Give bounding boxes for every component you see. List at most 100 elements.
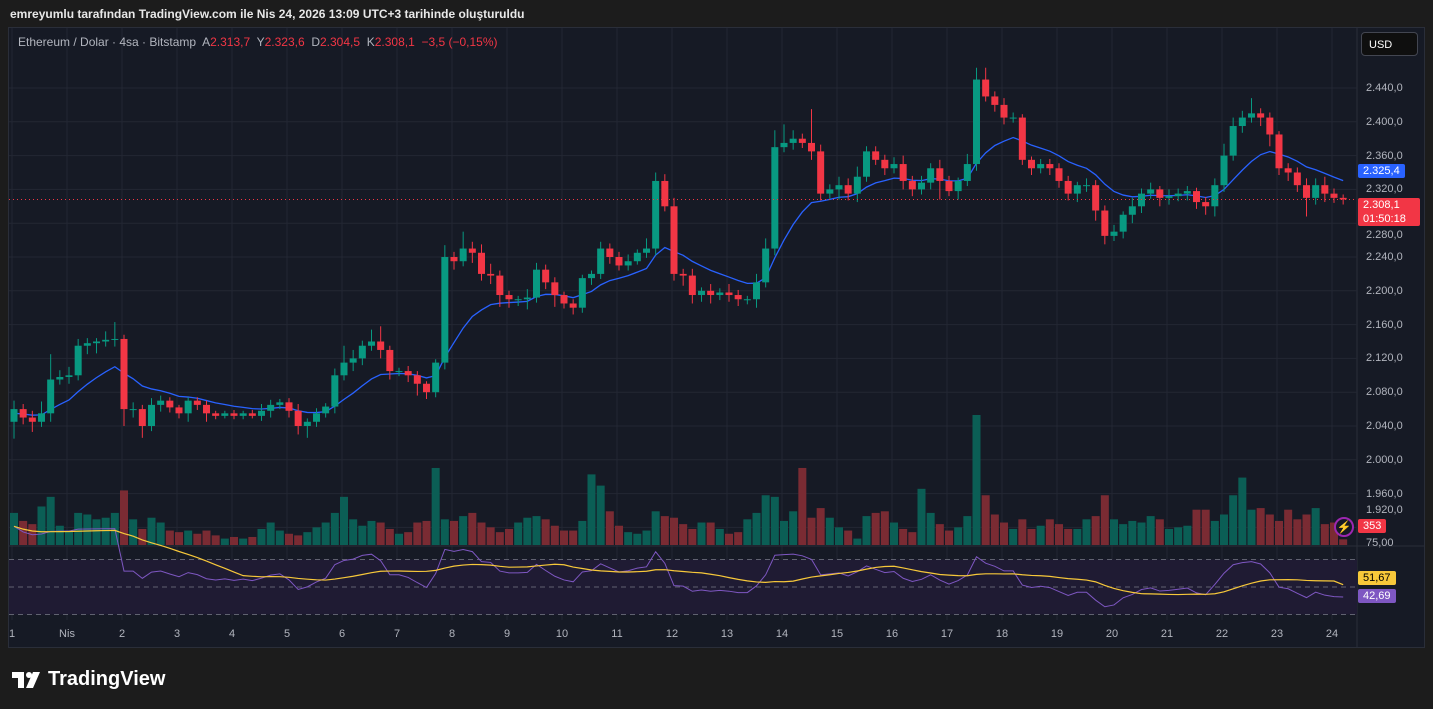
candle-body [578, 278, 586, 308]
candle-body [423, 383, 430, 393]
candle-body [753, 282, 760, 300]
volume-bar [422, 520, 431, 545]
volume-bar [65, 530, 73, 545]
volume-bar [890, 522, 898, 545]
volume-bar [257, 528, 266, 545]
candle-body [19, 409, 27, 418]
volume-bar [825, 517, 834, 545]
candle-body [322, 406, 330, 414]
candle-body [1073, 185, 1081, 194]
moving-average-line [13, 136, 1344, 416]
candle-body [1312, 185, 1320, 198]
high-value: 2.323,6 [264, 35, 305, 49]
time-tick-label: 7 [393, 628, 401, 640]
candle-body [1046, 164, 1054, 169]
candle-body [523, 297, 531, 300]
price-tick-label: 2.440,0 [1366, 82, 1403, 94]
price-tick-label: 2.120,0 [1366, 352, 1403, 365]
volume-bar [1339, 539, 1348, 545]
candle-body [303, 421, 311, 426]
candle-body [1183, 191, 1191, 194]
candle-body [1101, 210, 1109, 236]
candle-body [652, 180, 660, 249]
candle-body [982, 79, 990, 97]
candle-body [1009, 117, 1017, 119]
tradingview-logo[interactable]: TradingView [12, 668, 165, 691]
candle-body [698, 290, 705, 296]
candle-body [248, 413, 256, 416]
candle-body [661, 180, 669, 207]
candle-body [450, 257, 458, 262]
volume-bar [413, 522, 422, 545]
volume-bar [1210, 520, 1219, 545]
price-tick-label: 2.240,0 [1366, 251, 1403, 263]
candle-body [798, 138, 806, 143]
volume-bar [1110, 519, 1118, 545]
candle-body [1284, 168, 1292, 173]
volume-bar [101, 517, 110, 545]
volume-bar [1220, 514, 1228, 545]
currency-button[interactable]: USD [1361, 32, 1418, 56]
volume-bar [468, 512, 477, 545]
volume-bar [770, 496, 779, 545]
time-tick-label: 22 [1215, 628, 1229, 640]
time-tick-label: 16 [885, 628, 899, 640]
chart-caption: emreyumlu tarafından TradingView.com ile… [10, 7, 525, 21]
candle-body [1220, 155, 1228, 186]
price-tick-label: 2.320,0 [1366, 183, 1403, 196]
volume-bar [880, 511, 889, 545]
volume-bar [129, 519, 138, 545]
candle-body [1257, 113, 1265, 118]
volume-bar [1256, 508, 1265, 545]
volume-bar [1128, 520, 1137, 545]
candle-body [1339, 197, 1347, 200]
volume-bar [835, 527, 843, 545]
volume-bar [908, 532, 917, 545]
volume-bar [10, 512, 18, 545]
volume-bar [175, 532, 183, 545]
volume-bar [431, 467, 440, 545]
volume-bar [715, 528, 724, 545]
volume-bar [248, 536, 257, 545]
candle-body [853, 176, 861, 194]
volume-bar [917, 488, 926, 545]
candle-body [716, 292, 724, 296]
candle-body [1119, 214, 1127, 232]
volume-bar [862, 516, 871, 545]
candle-body [285, 402, 293, 411]
volume-bar [37, 506, 46, 545]
rsi-band [9, 559, 1357, 615]
candle-body [1321, 185, 1329, 194]
volume-bar [450, 520, 458, 545]
volume-bar [1073, 528, 1082, 545]
volume-bar [1009, 528, 1018, 545]
symbol-legend: Ethereum / Dolar · 4sa · Bitstamp A2.313… [18, 35, 498, 49]
candle-body [377, 341, 385, 350]
volume-bar [440, 519, 449, 545]
candle-body [1055, 168, 1063, 181]
time-tick-label: 21 [1160, 628, 1174, 640]
candle-body [817, 151, 825, 194]
lightning-icon[interactable]: ⚡ [1334, 517, 1354, 537]
volume-bar [816, 508, 825, 545]
time-tick-label: 17 [940, 628, 954, 640]
candle-body [1303, 185, 1310, 198]
candle-body [166, 400, 174, 408]
candle-body [1037, 164, 1045, 169]
candle-body [1128, 206, 1136, 215]
candle-body [826, 189, 834, 194]
candle-body [872, 151, 880, 160]
candle-body [1000, 104, 1008, 118]
volume-bar [651, 511, 660, 545]
volume-bar [1330, 522, 1338, 545]
candle-body [148, 404, 155, 426]
candle-body [762, 248, 770, 283]
candle-body [588, 273, 595, 279]
volume-bar [624, 532, 633, 545]
symbol-name[interactable]: Ethereum / Dolar · 4sa · Bitstamp [18, 35, 197, 49]
time-tick-label: 9 [503, 628, 511, 640]
candle-body [670, 206, 678, 274]
volume-bar [1229, 495, 1238, 545]
candle-body [368, 341, 375, 346]
